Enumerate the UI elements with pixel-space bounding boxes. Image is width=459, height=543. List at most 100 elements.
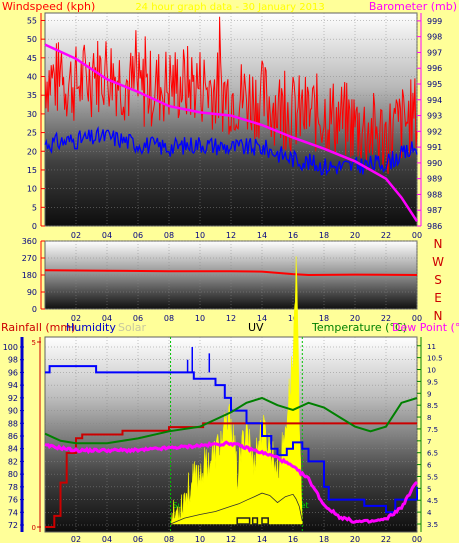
humidity-tick-label: 88	[8, 419, 18, 428]
temp-x-tick-label: 04	[102, 535, 112, 543]
temp-x-tick-label: 08	[164, 535, 174, 543]
wind-tick-label: 45	[27, 54, 37, 63]
temp-x-tick-label: 02	[71, 535, 81, 543]
uv-line	[170, 492, 303, 525]
baro-axis-title: Barometer (mb)	[369, 0, 457, 13]
direction-tick-label: 360	[22, 237, 37, 246]
uv-title: UV	[248, 321, 264, 334]
temp-x-tick-label: 10	[195, 535, 205, 543]
humidity-tick-label: 90	[8, 407, 18, 416]
humidity-tick-label: 92	[8, 394, 18, 403]
temp-axes: 7274767880828486889092949698100053.544.5…	[3, 337, 443, 543]
wind-tick-label: 5	[32, 203, 37, 212]
temp-x-tick-label: 18	[319, 535, 329, 543]
baro-tick-label: 986	[427, 222, 442, 231]
direction-tick-label: 180	[22, 271, 37, 280]
wind-tick-label: 50	[27, 35, 37, 44]
wind-tick-label: 25	[27, 129, 37, 138]
wind-tick-label: 15	[27, 166, 37, 175]
direction-x-tick-label: 16	[288, 314, 298, 323]
wind-x-tick-label: 16	[288, 231, 298, 240]
wind-tick-label: 40	[27, 73, 37, 82]
wind-grid	[45, 13, 418, 227]
temp-tick-label: 5.5	[427, 473, 438, 481]
direction-x-tick-label: 04	[102, 314, 112, 323]
temp-x-tick-label: 12	[226, 535, 236, 543]
wind-x-tick-label: 10	[195, 231, 205, 240]
baro-tick-label: 997	[427, 48, 442, 57]
compass-label-n: N	[434, 309, 443, 323]
wind-x-tick-label: 00	[412, 231, 422, 240]
uv-step	[236, 517, 251, 525]
temp-tick-label: 8.5	[427, 402, 438, 410]
temp-tick-label: 5	[427, 485, 431, 493]
humidity-tick-label: 98	[8, 356, 18, 365]
temp-tick-label: 7	[427, 438, 431, 446]
humidity-tick-label: 96	[8, 368, 18, 377]
wind-x-tick-label: 08	[164, 231, 174, 240]
baro-tick-label: 994	[427, 96, 442, 105]
baro-tick-label: 995	[427, 80, 442, 89]
baro-tick-label: 998	[427, 33, 442, 42]
temp-tick-label: 3.5	[427, 521, 438, 529]
compass-label-w: W	[432, 255, 444, 269]
wind-x-tick-label: 22	[381, 231, 391, 240]
baro-tick-label: 999	[427, 17, 442, 26]
rain-tick-label: 0	[32, 524, 36, 532]
temp-tick-label: 7.5	[427, 426, 438, 434]
temp-tick-label: 11	[427, 343, 436, 351]
wind-axis-title: Windspeed (kph)	[2, 0, 95, 13]
humidity-tick-label: 86	[8, 432, 18, 441]
humidity-tick-label: 74	[8, 508, 18, 517]
temp-x-tick-label: 22	[381, 535, 391, 543]
temp-tick-label: 10	[427, 367, 436, 375]
chart-title: 24 hour graph data - 30 January 2013	[135, 2, 324, 13]
temp-x-tick-label: 00	[412, 535, 422, 543]
wind-x-tick-label: 20	[350, 231, 360, 240]
humidity-tick-label: 94	[8, 381, 18, 390]
wind-tick-label: 10	[27, 185, 37, 194]
temp-x-tick-label: 14	[257, 535, 267, 543]
humidity-tick-label: 80	[8, 470, 18, 479]
humidity-tick-label: 72	[8, 521, 18, 530]
direction-x-tick-label: 14	[257, 314, 267, 323]
wind-series	[44, 16, 419, 222]
wind-x-tick-label: 12	[226, 231, 236, 240]
wind-gust-line	[44, 16, 418, 174]
direction-x-tick-label: 22	[381, 314, 391, 323]
humidity-tick-label: 84	[8, 445, 18, 454]
temp-x-tick-label: 06	[133, 535, 143, 543]
uv-step	[261, 517, 269, 525]
wind-x-tick-label: 02	[71, 231, 81, 240]
humidity-line	[45, 365, 418, 514]
compass-label-e: E	[434, 291, 442, 305]
direction-x-tick-label: 08	[164, 314, 174, 323]
wind-x-tick-label: 04	[102, 231, 112, 240]
temp-series: SunRiseSunSet	[44, 256, 418, 532]
wind-tick-label: 55	[27, 16, 37, 25]
wind-tick-label: 0	[32, 222, 37, 231]
humidity-tick-label: 100	[3, 343, 18, 352]
wind-tick-label: 30	[27, 110, 37, 119]
direction-x-tick-label: 10	[195, 314, 205, 323]
wind-x-tick-label: 14	[257, 231, 267, 240]
direction-x-tick-label: 00	[412, 314, 422, 323]
temperature-line	[44, 396, 418, 445]
temperature-title: Temperature (°C)	[311, 321, 407, 334]
dewpoint-line	[44, 440, 418, 524]
direction-x-tick-label: 02	[71, 314, 81, 323]
baro-tick-label: 990	[427, 159, 442, 168]
direction-series	[44, 269, 418, 277]
direction-x-tick-label: 12	[226, 314, 236, 323]
compass-label-s: S	[434, 273, 442, 287]
rainfall-title: Rainfall (mm)	[1, 321, 75, 334]
wind-x-tick-label: 18	[319, 231, 329, 240]
direction-x-tick-label: 20	[350, 314, 360, 323]
temp-tick-label: 6	[427, 462, 432, 470]
humidity-title: Humidity	[66, 321, 116, 334]
compass-label-n: N	[434, 237, 443, 251]
temp-tick-label: 8	[427, 414, 431, 422]
